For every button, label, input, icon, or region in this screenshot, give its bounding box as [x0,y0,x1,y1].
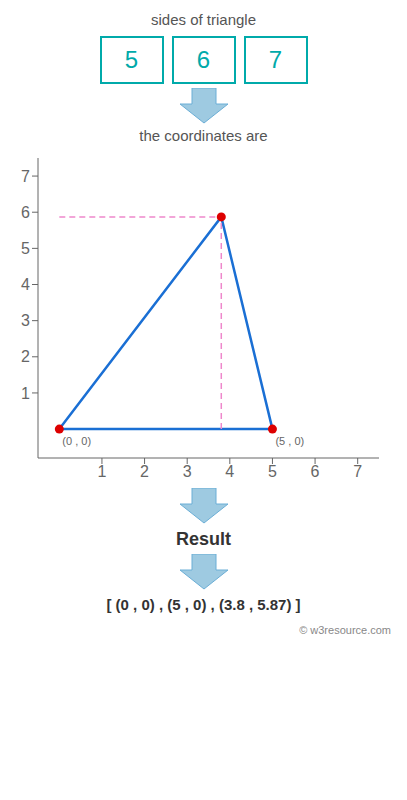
svg-text:(0 , 0): (0 , 0) [62,435,91,447]
html-text:6: 6 [196,46,211,73]
svg-text:5: 5 [268,463,277,480]
html-text:7: 7 [268,46,283,73]
html-text:sides of triangle: sides of triangle [151,11,256,28]
svg-text:4: 4 [21,276,30,293]
svg-text:3: 3 [183,463,192,480]
svg-text:4: 4 [225,463,234,480]
svg-text:2: 2 [140,463,149,480]
svg-text:3: 3 [21,312,30,329]
svg-text:7: 7 [353,463,362,480]
html-text:the coordinates are: the coordinates are [139,127,268,144]
svg-text:(5 , 0): (5 , 0) [275,435,304,447]
html-text:Result: Result [176,529,231,549]
svg-text:6: 6 [21,204,30,221]
svg-text:5: 5 [21,240,30,257]
svg-text:1: 1 [97,463,106,480]
svg-text:1: 1 [21,385,30,402]
html-text:[ (0 , 0) , (5 , 0) , (3.8 , 5: [ (0 , 0) , (5 , 0) , (3.8 , 5.87) ] [106,596,301,613]
html-text:5: 5 [124,46,139,73]
svg-text:7: 7 [21,168,30,185]
svg-text:6: 6 [311,463,320,480]
svg-text:2: 2 [21,348,30,365]
html-text:© w3resource.com: © w3resource.com [299,624,391,636]
